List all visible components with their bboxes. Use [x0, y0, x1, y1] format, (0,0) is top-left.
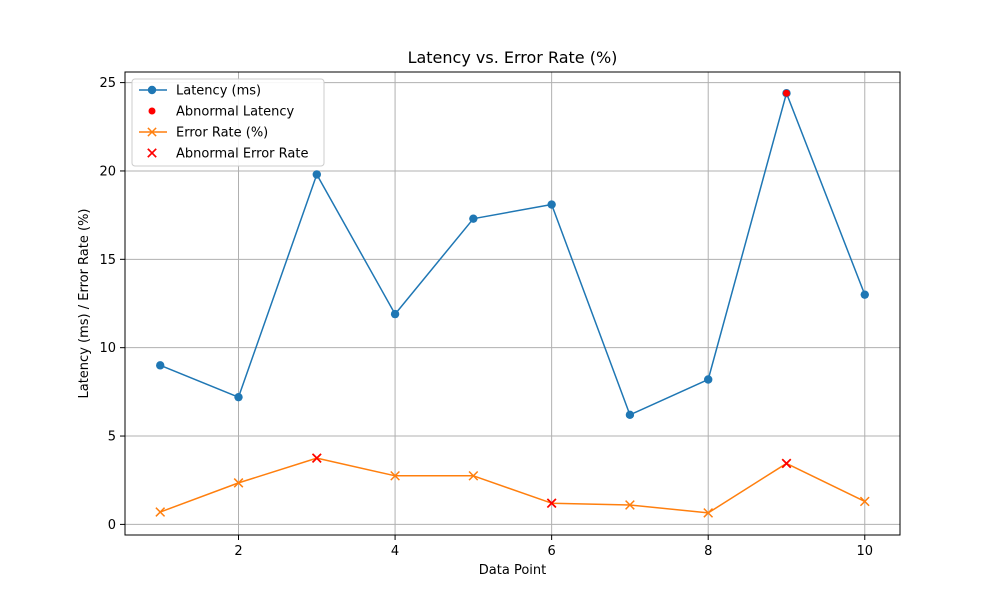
x-marker-stroke	[390, 470, 400, 481]
latency-ms-point	[469, 214, 478, 223]
legend-abnormal-error-rate-marker	[147, 148, 157, 158]
latency-ms-point	[312, 170, 321, 179]
x-marker-stroke	[147, 148, 157, 158]
legend-latency-ms-label: Latency (ms)	[176, 84, 261, 99]
y-tick-label: 25	[99, 76, 116, 91]
error-rate-point	[703, 508, 714, 518]
x-marker-stroke	[311, 453, 322, 463]
x-marker-stroke	[703, 508, 714, 518]
y-axis-title: Latency (ms) / Error Rate (%)	[77, 209, 92, 399]
error-rate-point	[233, 478, 244, 488]
x-marker-stroke	[233, 478, 244, 488]
x-tick-label: 10	[856, 544, 873, 559]
axis-ticks: 2 4 6 8 10 0 5 10 15 20 25	[99, 76, 873, 559]
x-marker-stroke	[155, 507, 166, 517]
latency-ms-point	[547, 200, 556, 209]
legend: Latency (ms) Abnormal Latency Error Rate (…	[131, 78, 325, 167]
y-tick-label: 0	[108, 518, 116, 533]
x-tick-label: 6	[548, 544, 556, 559]
legend-error-rate-label: Error Rate (%)	[176, 126, 268, 141]
x-marker-stroke	[147, 127, 157, 137]
x-tick-label: 4	[391, 544, 399, 559]
series-layer	[159, 92, 866, 514]
latency-ms-point	[390, 309, 400, 319]
latency-ms-point	[156, 361, 165, 370]
abnormal-error-rate-point	[781, 458, 792, 469]
abnormal-error-rate-point	[311, 453, 322, 463]
error-rate-point	[390, 470, 400, 481]
x-marker-stroke	[625, 500, 635, 510]
marker-layer	[155, 89, 870, 518]
plot-frame	[124, 71, 901, 536]
error-rate-line	[159, 457, 866, 514]
legend-error-rate-marker	[147, 127, 157, 137]
chart-title: Latency vs. Error Rate (%)	[408, 48, 618, 67]
y-tick-label: 5	[108, 430, 116, 445]
latency-ms-line	[159, 92, 866, 416]
y-tick-label: 15	[99, 253, 116, 268]
latency-ms-point	[704, 375, 713, 384]
legend-abnormal-latency-label: Abnormal Latency	[176, 105, 295, 120]
y-tick-label: 10	[99, 341, 116, 356]
y-tick-label: 20	[99, 164, 116, 179]
error-rate-point	[155, 507, 166, 517]
legend-abnormal-latency-marker	[148, 107, 156, 115]
x-marker-stroke	[781, 458, 792, 469]
x-marker-stroke	[859, 496, 870, 507]
latency-ms-point	[625, 410, 635, 420]
x-marker-stroke	[546, 498, 557, 508]
x-axis-title: Data Point	[479, 563, 546, 578]
abnormal-latency-point	[782, 89, 790, 97]
latency-ms-point	[860, 290, 869, 299]
error-rate-point	[859, 496, 870, 507]
legend-abnormal-error-rate-label: Abnormal Error Rate	[176, 147, 308, 162]
legend-latency-ms-marker	[147, 85, 157, 95]
latency-ms-point	[234, 392, 243, 402]
grid-lines	[125, 72, 900, 535]
error-rate-point	[625, 500, 635, 510]
error-rate-point	[468, 470, 479, 481]
legend-box	[131, 78, 325, 167]
abnormal-error-rate-point	[546, 498, 557, 508]
x-tick-label: 2	[234, 544, 242, 559]
x-tick-label: 8	[704, 544, 712, 559]
x-marker-stroke	[468, 470, 479, 481]
